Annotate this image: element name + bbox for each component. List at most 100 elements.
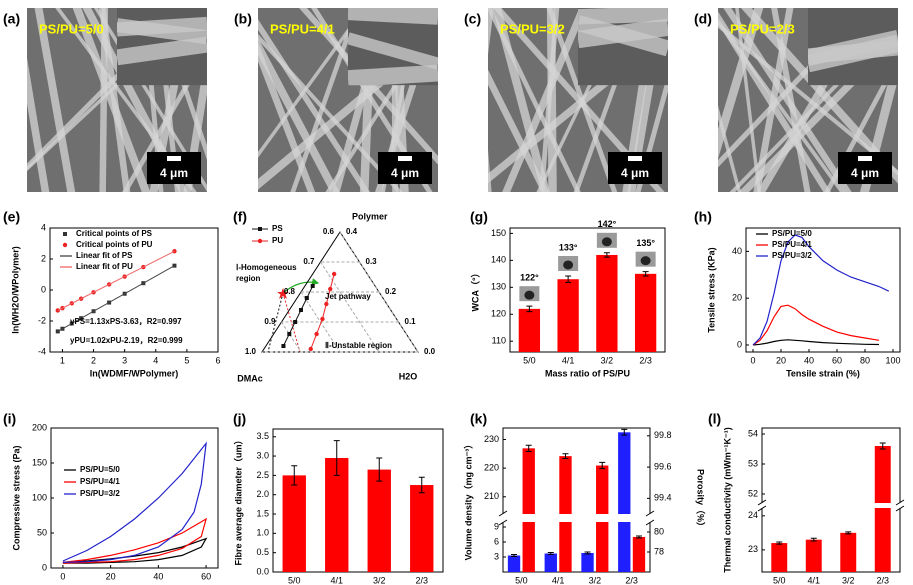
grid-line	[281, 321, 302, 353]
y-tick-label: 99.4	[654, 493, 672, 503]
x-tick-label: 80	[860, 355, 870, 365]
y-axis-title: Volume density（mg cm⁻³）	[463, 440, 473, 561]
x-tick-label: 2/3	[625, 575, 638, 585]
image-caption: PS/PU=2/3	[730, 21, 795, 36]
y-tick-label: 3	[494, 551, 499, 561]
sem-inset	[348, 8, 438, 86]
y-tick-label: 99.8	[654, 430, 672, 440]
bar	[840, 532, 857, 572]
plot-frame	[272, 428, 444, 573]
plot-frame	[50, 427, 219, 569]
critical-star	[277, 288, 289, 299]
x-tick-label: 5/0	[515, 575, 528, 585]
annotation: Ⅱ-Unstable region	[325, 341, 392, 350]
y-tick-label: 2	[41, 253, 46, 263]
polymer-tick-label: 0.3	[366, 257, 378, 266]
polymer-tick-label: 0.0	[424, 347, 436, 356]
fibre	[488, 149, 492, 192]
point	[310, 284, 315, 288]
y-tick-label: -4	[38, 346, 46, 356]
x-tick-label: 3/2	[601, 355, 614, 365]
series-line	[752, 339, 880, 346]
plot-frame	[509, 227, 666, 353]
point	[308, 346, 313, 352]
bar	[522, 448, 535, 572]
jet-pathway-arrow	[282, 278, 320, 294]
fibre	[122, 45, 207, 192]
dmac-tick-label: 1.0	[245, 347, 257, 356]
y-tick-label: 230	[484, 434, 499, 444]
legend-label: Linear fit of PU	[76, 262, 133, 271]
polymer-tick-label: 0.4	[346, 227, 358, 236]
x-tick-label: 0	[60, 571, 65, 581]
y-tick-label: 80	[654, 526, 664, 536]
plot-frame	[745, 227, 901, 353]
x-tick-label: 6	[215, 355, 220, 365]
plot-frame	[502, 427, 651, 573]
fibre	[98, 8, 131, 192]
series-line	[62, 517, 208, 564]
series-line	[57, 250, 175, 311]
y-tick-label: 150	[32, 457, 47, 467]
panel-label: (f)	[233, 209, 247, 225]
fibre	[578, 8, 668, 25]
y-tick-label: 0.5	[256, 547, 269, 557]
legend-label: PS/PU=3/2	[772, 251, 812, 260]
scale-bar	[167, 156, 181, 161]
annotation: Jet pathway	[325, 292, 371, 301]
axis-break	[757, 503, 905, 508]
error-bar	[565, 275, 572, 283]
panel-label: (a)	[3, 11, 20, 27]
y-tick-label: 1.5	[256, 508, 269, 518]
error-bar	[621, 428, 628, 436]
x-tick-label: 2/3	[639, 355, 652, 365]
x-tick-label: 40	[804, 355, 814, 365]
y-tick-label: 40	[732, 246, 742, 256]
y-tick-label: 150	[491, 228, 506, 238]
y-tick-label: 0.0	[256, 566, 269, 576]
point	[172, 249, 177, 254]
break-mark	[645, 510, 655, 526]
fibre	[718, 8, 764, 159]
value-label: 142°	[598, 219, 617, 229]
fibre	[117, 36, 207, 66]
panel-label: (i)	[3, 411, 16, 427]
fibre	[258, 19, 371, 192]
legend-label: PS/PU=3/2	[80, 489, 120, 498]
y-tick-label: 24	[748, 510, 758, 520]
fibre	[488, 69, 549, 192]
fibre	[808, 40, 898, 64]
panel-label: (e)	[3, 209, 20, 225]
y-tick-label: 6	[494, 536, 499, 546]
x-tick-label: 4/1	[807, 575, 820, 585]
bar	[325, 457, 349, 572]
droplet	[524, 290, 535, 300]
scale-bar	[398, 156, 412, 161]
scale-label: 4 μm	[391, 166, 419, 180]
y-axis-title: Compressive stress (Pa)	[11, 445, 21, 550]
x-tick-label: 100	[885, 355, 900, 365]
dmac-tick-label: 0.9	[264, 317, 276, 326]
fibre	[753, 8, 794, 192]
value-label: 122°	[520, 273, 539, 283]
fibre	[723, 8, 852, 192]
bar	[282, 475, 306, 572]
droplet	[563, 260, 574, 270]
x-tick-label: 5/0	[523, 355, 536, 365]
point	[314, 331, 319, 337]
x-tick-label: 60	[832, 355, 842, 365]
dmac-tick-label: 0.8	[284, 287, 296, 296]
fibre	[258, 37, 340, 192]
fibre	[738, 30, 898, 192]
y-tick-label: 23	[748, 544, 758, 554]
x-tick-label: 4/1	[562, 355, 575, 365]
error-bar	[810, 537, 817, 542]
x-tick-label: 3/2	[373, 575, 386, 585]
bar	[507, 555, 521, 572]
y-tick-label: 9	[494, 521, 499, 531]
error-bar	[376, 457, 383, 482]
bar	[557, 279, 579, 352]
error-bar	[526, 305, 533, 313]
scale-label: 4 μm	[851, 166, 879, 180]
axis-break	[498, 514, 655, 522]
